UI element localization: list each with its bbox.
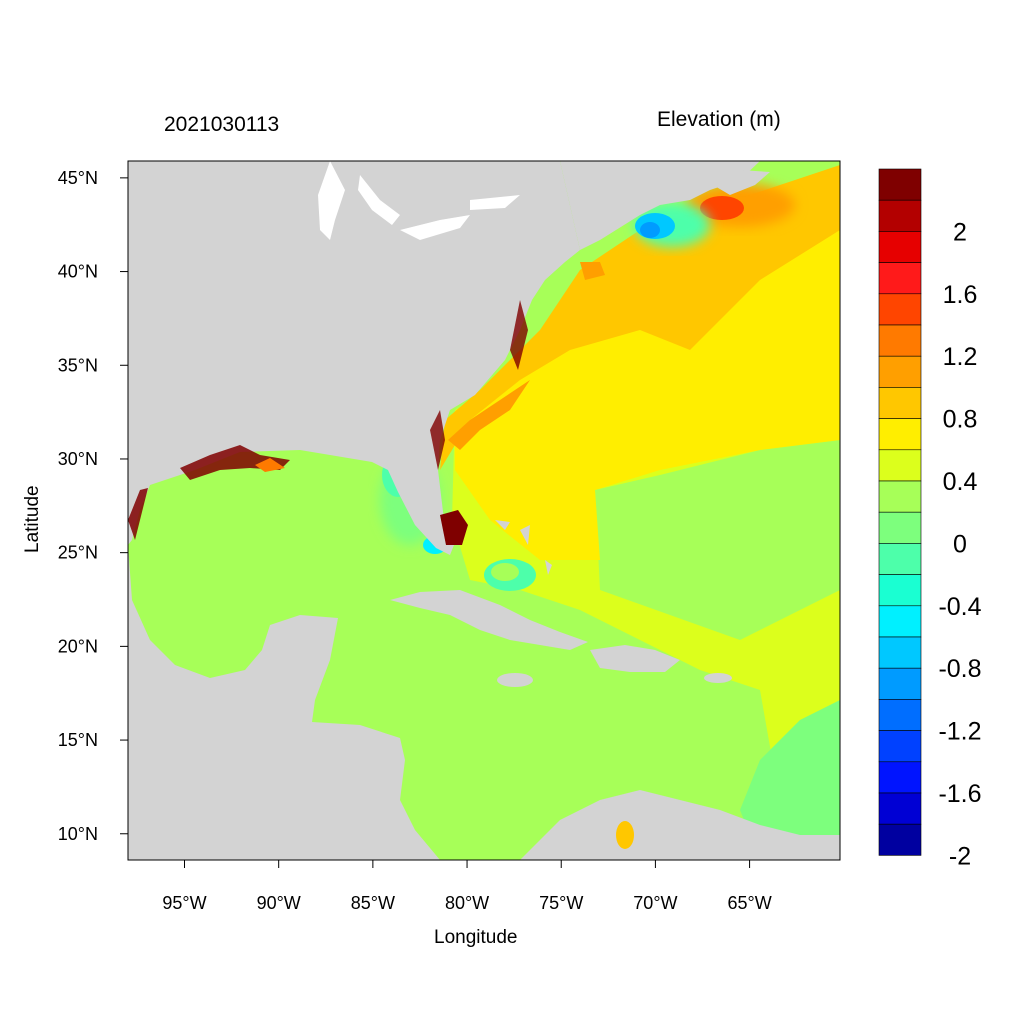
x-tick-label: 70°W bbox=[633, 893, 677, 913]
y-tick-label: 35°N bbox=[58, 355, 98, 375]
colorbar-label: 2 bbox=[953, 218, 967, 246]
gulf-coast-surge bbox=[180, 445, 290, 480]
colorbar-swatch bbox=[878, 199, 922, 232]
colorbar-label: 0 bbox=[953, 530, 967, 558]
nova-scotia-land bbox=[708, 170, 770, 195]
x-tick-label: 65°W bbox=[727, 893, 771, 913]
colorbar-swatch bbox=[878, 262, 922, 295]
timestamp-label: 2021030113 bbox=[164, 113, 280, 136]
cuba-land bbox=[390, 590, 588, 650]
colorbar-swatch bbox=[878, 605, 922, 638]
colorbar-swatch bbox=[878, 823, 922, 856]
lake-erie bbox=[400, 215, 470, 240]
shelf-high-field bbox=[440, 165, 840, 470]
colorbar-swatch bbox=[878, 324, 922, 357]
x-tick-label: 85°W bbox=[351, 893, 395, 913]
colorbar-label: -2 bbox=[949, 842, 971, 870]
north-america-land bbox=[128, 161, 580, 555]
colorbar-swatch bbox=[878, 543, 922, 575]
lake-ontario bbox=[470, 195, 520, 210]
colorbar-label: -0.8 bbox=[938, 655, 981, 683]
colorbar: 2 1.6 1.2 0.8 0.4 0 -0.4 -0.8 -1.2 -1.6 -2 bbox=[878, 168, 982, 870]
x-axis-ticks: 95°W 90°W 85°W 80°W 75°W 70°W 65°W bbox=[162, 860, 772, 913]
map-area bbox=[128, 161, 840, 860]
colorbar-swatch bbox=[878, 168, 922, 201]
x-tick-label: 90°W bbox=[257, 893, 301, 913]
ches-surge bbox=[510, 300, 528, 370]
jamaica-land bbox=[497, 673, 533, 687]
shelf-orange-ny bbox=[580, 262, 605, 280]
y-tick-label: 40°N bbox=[58, 262, 98, 282]
colorbar-swatch bbox=[878, 418, 922, 451]
y-tick-label: 30°N bbox=[58, 449, 98, 469]
colorbar-swatch bbox=[878, 480, 922, 513]
colorbar-swatch bbox=[878, 231, 922, 263]
gom-blue bbox=[640, 222, 660, 238]
colorbar-swatch bbox=[878, 699, 922, 731]
colorbar-swatch bbox=[878, 574, 922, 607]
y-tick-label: 25°N bbox=[58, 543, 98, 563]
canada-land bbox=[560, 161, 760, 250]
x-tick-label: 80°W bbox=[445, 893, 489, 913]
colorbar-swatch bbox=[878, 387, 922, 419]
map-frame bbox=[127, 160, 841, 861]
x-tick-label: 95°W bbox=[162, 893, 206, 913]
se-coast-surge bbox=[430, 410, 445, 470]
hispaniola-land bbox=[590, 645, 680, 672]
y-axis-ticks: 45°N 40°N 35°N 30°N 25°N 20°N 15°N 10°N bbox=[58, 168, 128, 844]
y-axis-label: Latitude bbox=[22, 485, 43, 553]
gulf-stream-field bbox=[455, 215, 840, 560]
y-tick-label: 15°N bbox=[58, 730, 98, 750]
lake-huron bbox=[358, 175, 400, 225]
y-tick-label: 45°N bbox=[58, 168, 98, 188]
puerto-rico-land bbox=[704, 673, 732, 683]
bahamas-islands bbox=[495, 520, 552, 575]
south-america-land bbox=[520, 790, 840, 860]
colorbar-swatch bbox=[878, 355, 922, 388]
colorbar-label: 0.8 bbox=[943, 406, 978, 434]
colorbar-swatch bbox=[878, 511, 922, 544]
carib-se bbox=[740, 700, 840, 860]
colorbar-swatch bbox=[878, 667, 922, 700]
colorbar-label: 1.2 bbox=[943, 343, 978, 371]
colorbar-label: 1.6 bbox=[943, 281, 978, 309]
shelf-orange bbox=[448, 380, 530, 450]
colorbar-swatch bbox=[878, 449, 922, 482]
central-america-land bbox=[128, 545, 440, 860]
colorbar-swatch bbox=[878, 636, 922, 669]
maracaibo-lake bbox=[616, 821, 634, 849]
colorbar-swatch bbox=[878, 792, 922, 825]
bahamas-inner bbox=[491, 563, 519, 581]
colorbar-label: -0.4 bbox=[938, 593, 981, 621]
la-surge-orange bbox=[255, 458, 285, 472]
fl-surge bbox=[440, 510, 468, 545]
variable-title: Elevation (m) bbox=[657, 108, 781, 131]
y-tick-label: 20°N bbox=[58, 636, 98, 656]
x-tick-label: 75°W bbox=[539, 893, 583, 913]
y-tick-label: 10°N bbox=[58, 824, 98, 844]
x-axis-label: Longitude bbox=[434, 927, 518, 948]
colorbar-label: 0.4 bbox=[943, 468, 978, 496]
colorbar-label: -1.2 bbox=[938, 718, 981, 746]
lake-michigan bbox=[318, 161, 345, 240]
colorbar-swatch bbox=[878, 761, 922, 794]
colorbar-swatch bbox=[878, 293, 922, 326]
tx-coast-surge bbox=[128, 488, 148, 540]
colorbar-label: -1.6 bbox=[938, 780, 981, 808]
gom-red bbox=[700, 196, 744, 220]
colorbar-swatch bbox=[878, 730, 922, 763]
